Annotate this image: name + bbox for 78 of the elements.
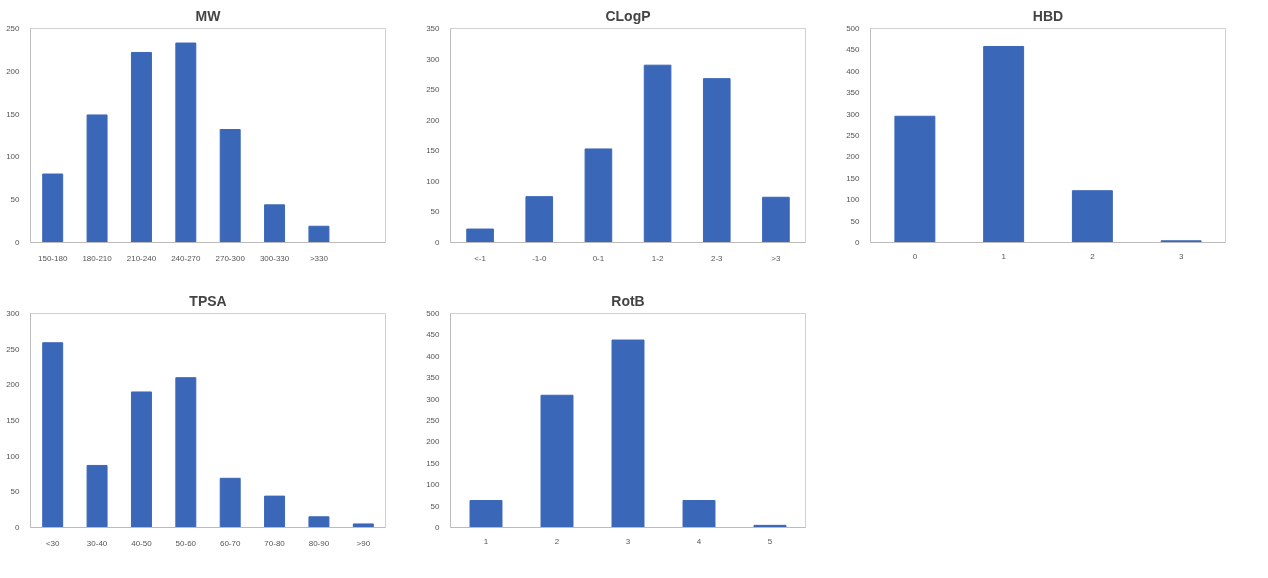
- y-tick-label: 300: [426, 394, 441, 404]
- y-tick-label: 450: [426, 330, 441, 340]
- y-tick-label: 150: [426, 146, 441, 156]
- x-tick-label: 5: [767, 536, 773, 546]
- y-tick-label: 50: [850, 216, 861, 226]
- y-tick-label: 400: [846, 66, 861, 76]
- y-tick-label: 250: [846, 131, 861, 140]
- y-tick-label: 50: [430, 501, 441, 511]
- x-tick-label: 2-3: [710, 253, 724, 263]
- x-tick-label: -1-0: [532, 253, 547, 263]
- y-tick-label: 250: [6, 344, 21, 354]
- x-tick-label: 60-70: [219, 538, 241, 548]
- x-tick-label: 4: [696, 536, 702, 546]
- y-tick-label: 100: [426, 176, 441, 186]
- x-tick-label: 1: [1001, 251, 1007, 261]
- x-tick-label: 270-300: [215, 253, 246, 263]
- y-tick-label: 100: [6, 451, 21, 461]
- y-tick-label: 150: [6, 109, 21, 119]
- x-tick-label: 80-90: [308, 538, 330, 548]
- x-tick-label: 50-60: [175, 538, 197, 548]
- chart-title: HBD: [1032, 7, 1064, 24]
- y-tick-label: 0: [435, 238, 441, 247]
- chart-title: CLogP: [605, 7, 651, 24]
- x-tick-label: <-1: [474, 253, 487, 263]
- y-tick-label: 150: [426, 458, 441, 468]
- x-tick-label: 150-180: [38, 253, 68, 263]
- y-tick-label: 250: [6, 24, 21, 33]
- x-tick-label: 240-270: [171, 253, 202, 263]
- y-tick-label: 200: [846, 152, 861, 162]
- x-tick-label: 3: [625, 536, 631, 546]
- x-tick-label: 300-330: [259, 253, 290, 263]
- x-tick-label: 0: [912, 251, 918, 261]
- y-tick-label: 350: [426, 24, 441, 33]
- y-tick-label: 0: [435, 523, 441, 532]
- y-tick-label: 50: [10, 195, 21, 205]
- x-tick-label: 210-240: [126, 253, 157, 263]
- y-tick-label: 50: [10, 487, 21, 497]
- y-tick-label: 350: [426, 373, 441, 383]
- y-tick-label: 200: [6, 380, 21, 390]
- x-tick-label: >90: [356, 538, 371, 548]
- x-tick-label: >3: [771, 253, 782, 263]
- y-tick-label: 150: [6, 416, 21, 425]
- x-tick-label: 180-210: [82, 253, 113, 263]
- x-tick-label: 2: [554, 536, 560, 546]
- y-tick-label: 250: [426, 416, 441, 425]
- y-tick-label: 300: [426, 54, 441, 64]
- y-tick-label: 0: [855, 238, 861, 247]
- y-tick-label: 200: [426, 437, 441, 447]
- y-tick-label: 200: [426, 115, 441, 125]
- chart-title: TPSA: [189, 292, 227, 309]
- y-tick-label: 450: [846, 45, 861, 55]
- y-tick-label: 300: [846, 109, 861, 119]
- x-tick-label: 2: [1090, 251, 1096, 261]
- x-tick-label: 40-50: [131, 538, 153, 548]
- y-tick-label: 500: [846, 24, 861, 33]
- y-tick-label: 50: [430, 207, 441, 217]
- x-tick-label: >330: [309, 253, 329, 263]
- y-tick-label: 350: [846, 88, 861, 98]
- y-tick-label: 150: [846, 173, 861, 183]
- y-tick-label: 100: [6, 152, 21, 162]
- y-tick-label: 100: [846, 195, 861, 205]
- x-tick-label: 1-2: [651, 253, 664, 263]
- y-tick-label: 300: [6, 309, 21, 318]
- x-tick-label: 30-40: [86, 538, 108, 548]
- y-tick-label: 100: [426, 480, 441, 490]
- y-tick-label: 0: [15, 523, 21, 532]
- x-tick-label: 1: [483, 536, 489, 546]
- y-tick-label: 0: [15, 238, 21, 247]
- y-tick-label: 500: [426, 309, 441, 318]
- y-tick-label: 400: [426, 351, 441, 361]
- x-tick-label: 70-80: [264, 538, 286, 548]
- chart-title: MW: [195, 7, 222, 24]
- chart-title: RotB: [611, 292, 645, 309]
- y-tick-label: 200: [6, 66, 21, 76]
- x-tick-label: 3: [1178, 251, 1184, 261]
- y-tick-label: 250: [426, 85, 441, 95]
- x-tick-label: 0-1: [592, 253, 605, 263]
- x-tick-label: <30: [45, 538, 61, 548]
